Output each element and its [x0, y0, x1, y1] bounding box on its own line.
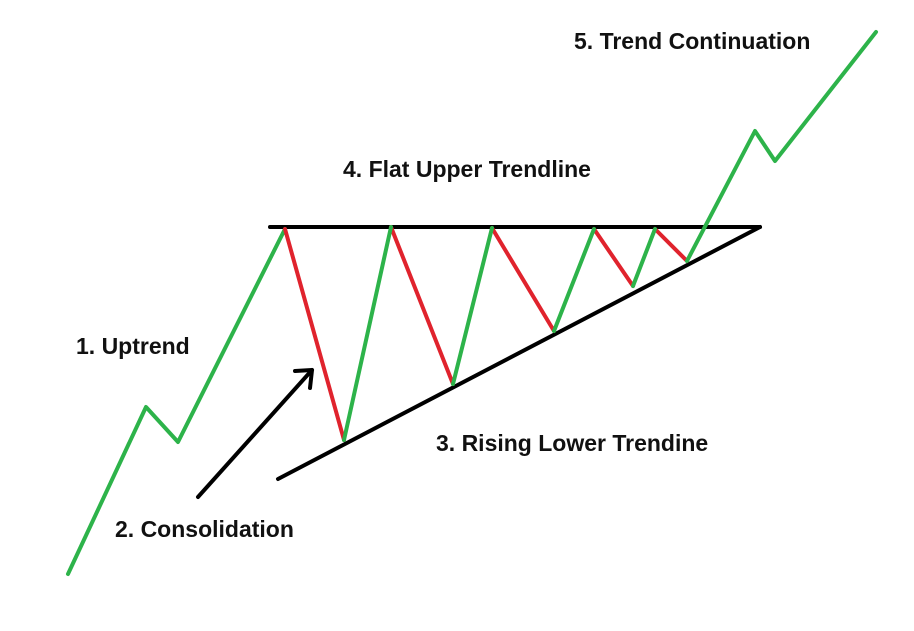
down-move-4 — [592, 227, 635, 288]
consolidation-arrow — [196, 368, 314, 499]
consolidation-down-moves — [283, 225, 689, 442]
up-move-4 — [631, 227, 657, 288]
up-move-1 — [342, 225, 393, 442]
label-consolidation: 2. Consolidation — [115, 516, 294, 542]
down-move-5 — [653, 227, 689, 263]
uptrend-line — [66, 227, 287, 576]
label-trend-continuation: 5. Trend Continuation — [574, 28, 810, 54]
down-move-3 — [490, 226, 556, 333]
up-move-3 — [552, 227, 596, 333]
down-move-1 — [283, 227, 346, 442]
up-move-2 — [451, 226, 494, 386]
breakout-continuation-line — [685, 30, 878, 263]
label-flat-upper-trendline: 4. Flat Upper Trendline — [343, 156, 591, 182]
rising-lower-trendline — [276, 225, 762, 481]
down-move-2 — [389, 225, 455, 386]
consolidation-up-moves — [342, 225, 657, 442]
label-rising-lower-trendline: 3. Rising Lower Trendine — [436, 430, 708, 456]
label-uptrend: 1. Uptrend — [76, 333, 190, 359]
